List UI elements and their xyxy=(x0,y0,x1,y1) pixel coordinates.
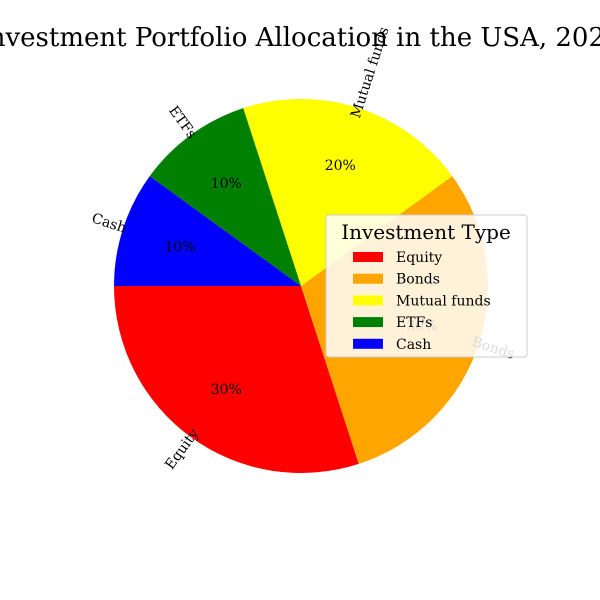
pie-slice-mutual-funds xyxy=(243,99,453,287)
legend-label-cash: Cash xyxy=(396,337,431,353)
category-label-equity: Equity xyxy=(162,426,202,473)
legend-swatch-cash xyxy=(353,338,383,349)
category-label-etfs: ETFs xyxy=(165,103,199,142)
legend-title: Investment Type xyxy=(341,220,511,244)
legend-swatch-etfs xyxy=(353,317,383,328)
legend-entries: Equity Bonds Mutual funds ETFs Cash xyxy=(353,250,491,353)
pie-slice-etfs xyxy=(149,108,301,286)
pct-label-equity: 30% xyxy=(211,382,242,398)
legend-label-equity: Equity xyxy=(396,250,442,266)
legend-label-etfs: ETFs xyxy=(396,315,432,331)
pie-slice-cash xyxy=(114,176,301,286)
pct-label-cash: 10% xyxy=(165,240,196,256)
legend-label-bonds: Bonds xyxy=(396,272,440,288)
legend-swatch-mutual-funds xyxy=(353,295,383,306)
pct-label-mutual-funds: 20% xyxy=(325,158,356,174)
legend-label-mutual-funds: Mutual funds xyxy=(396,293,491,309)
category-label-cash: Cash xyxy=(90,211,128,237)
pct-label-etfs: 10% xyxy=(211,176,242,192)
chart-title: Investment Portfolio Allocation in the U… xyxy=(0,23,600,53)
legend-swatch-bonds xyxy=(353,273,383,284)
legend-swatch-equity xyxy=(353,252,383,262)
pie-slice-equity xyxy=(114,286,359,473)
